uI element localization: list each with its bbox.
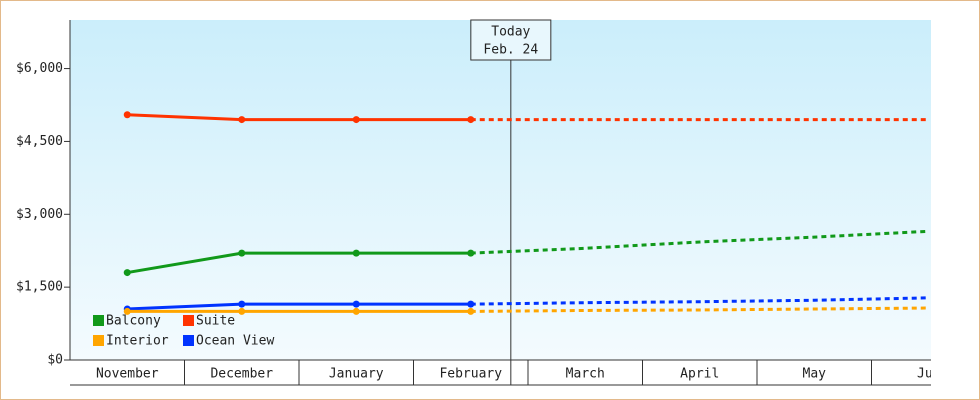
point xyxy=(352,300,360,308)
point xyxy=(238,116,246,124)
point xyxy=(238,307,246,315)
point xyxy=(238,300,246,308)
y-tick-label: $3,000 xyxy=(16,207,63,222)
point xyxy=(238,249,246,257)
point xyxy=(467,116,475,124)
x-tick-label: March xyxy=(566,367,605,382)
legend-label: Balcony xyxy=(106,314,161,329)
x-tick-label: November xyxy=(96,367,159,382)
legend-label: Ocean View xyxy=(196,334,274,349)
x-tick-label: February xyxy=(439,367,502,382)
point xyxy=(467,249,475,257)
today-box xyxy=(470,19,552,61)
point xyxy=(123,307,131,315)
point xyxy=(123,111,131,119)
x-tick-label: May xyxy=(803,367,827,382)
series-line xyxy=(127,302,471,311)
point xyxy=(352,116,360,124)
legend-label: Suite xyxy=(196,314,235,329)
plot-area xyxy=(70,20,931,360)
series-forecast xyxy=(470,229,929,255)
series-forecast xyxy=(470,296,929,306)
y-tick-label: $4,500 xyxy=(16,134,63,149)
legend-swatch xyxy=(93,335,104,346)
point xyxy=(352,307,360,315)
point xyxy=(467,300,475,308)
x-tick-label: December xyxy=(210,367,273,382)
y-tick-label: $0 xyxy=(47,353,63,368)
x-tick-label: April xyxy=(680,367,719,382)
series-line xyxy=(126,251,471,275)
series-forecast xyxy=(470,306,929,313)
legend-swatch xyxy=(183,335,194,346)
legend-label: Interior xyxy=(106,334,169,349)
x-axis: November December January February March Apri… xyxy=(70,359,940,386)
point xyxy=(352,249,360,257)
today-date: Feb. 24 xyxy=(483,43,538,58)
legend-swatch xyxy=(93,315,104,326)
today-label: Today xyxy=(491,25,530,40)
x-tick-label: Jun xyxy=(917,367,940,382)
x-tick-label: January xyxy=(329,367,384,382)
point xyxy=(123,269,131,277)
y-tick-label: $6,000 xyxy=(16,61,63,76)
y-tick-label: $1,500 xyxy=(16,280,63,295)
point xyxy=(467,307,475,315)
legend-swatch xyxy=(183,315,194,326)
series-line xyxy=(127,113,471,122)
